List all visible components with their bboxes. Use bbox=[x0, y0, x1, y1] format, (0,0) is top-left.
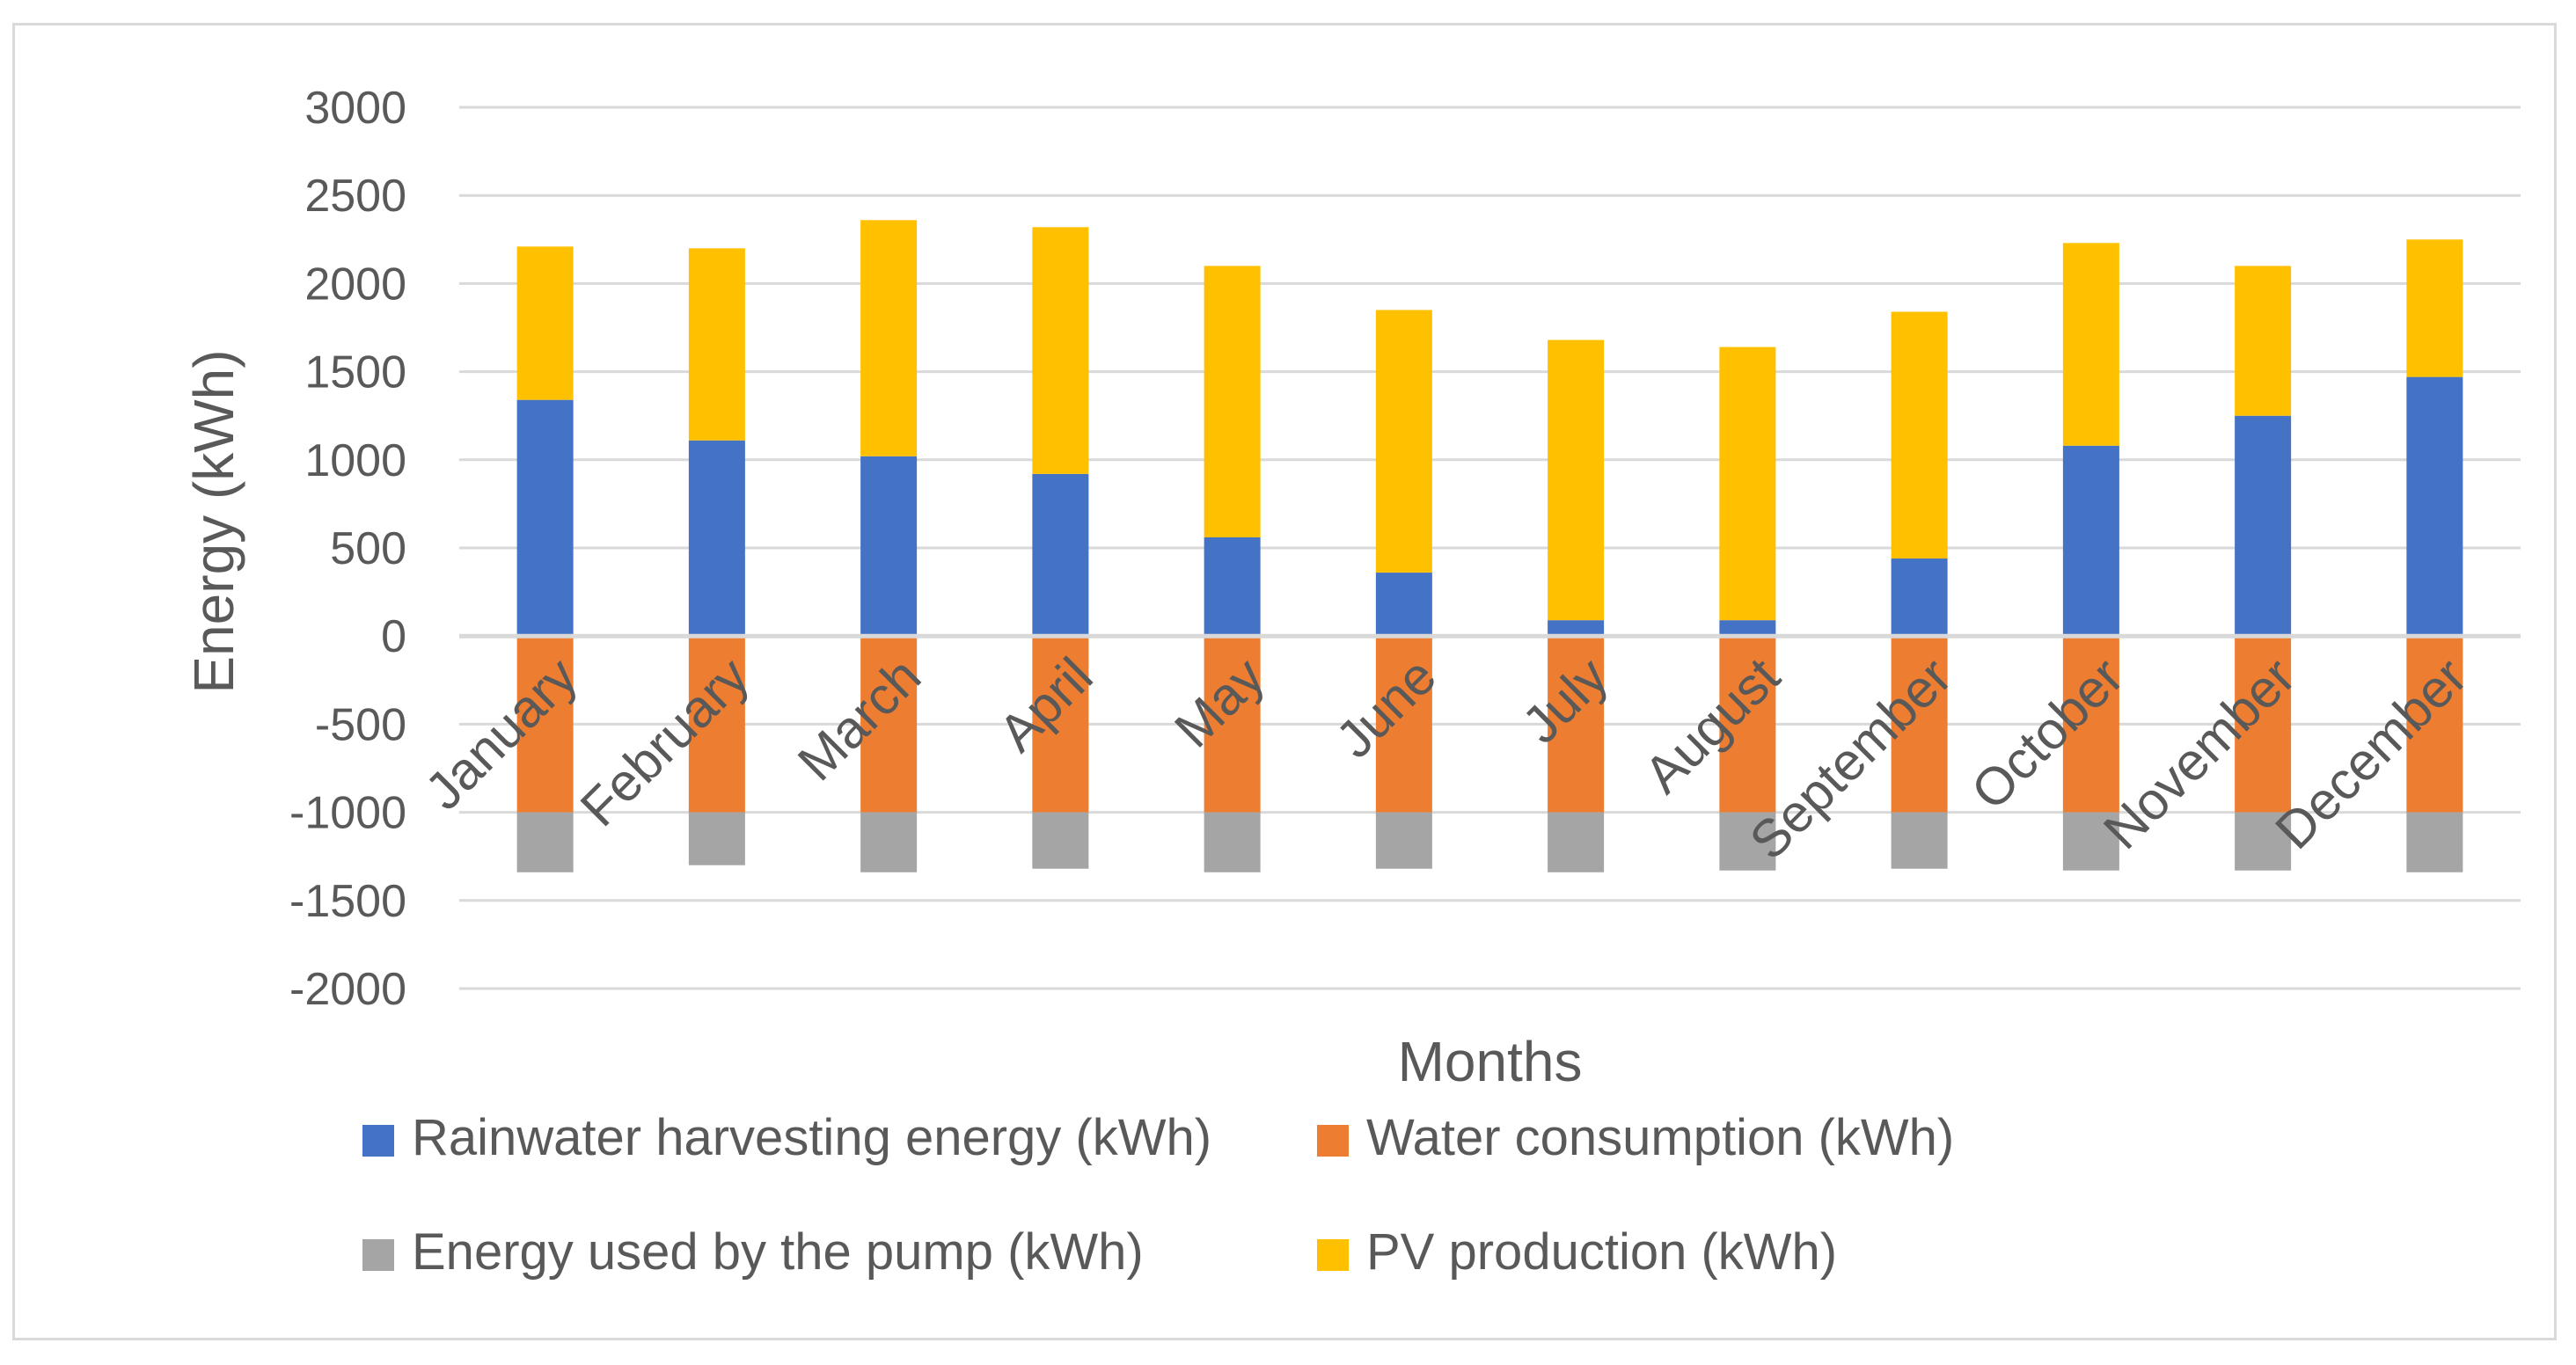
bar-segment bbox=[860, 636, 918, 813]
bar-segment bbox=[1719, 636, 1776, 813]
bar-segment bbox=[1204, 812, 1261, 872]
bar-segment bbox=[1204, 537, 1261, 637]
bar-segment bbox=[1891, 812, 1948, 869]
bar-segment bbox=[1204, 636, 1261, 813]
bar-segment bbox=[1548, 620, 1605, 637]
bar-segment bbox=[1719, 347, 1776, 621]
bar-segment bbox=[1375, 310, 1432, 573]
y-tick-label: -1500 bbox=[289, 876, 406, 927]
legend-swatch bbox=[1317, 1125, 1349, 1157]
legend-label: PV production (kWh) bbox=[1366, 1223, 1837, 1281]
bar-segment bbox=[1719, 620, 1776, 637]
bar-segment bbox=[2406, 636, 2463, 813]
bar-segment bbox=[860, 456, 918, 637]
bar-segment bbox=[1375, 812, 1432, 869]
bar-segment bbox=[860, 220, 918, 456]
stacked-bar-chart: -2000 -1500 -1000 -500 0 500 1000 1500 2000 2500 3… bbox=[182, 83, 2521, 1281]
y-axis-ticks: -2000 -1500 -1000 -500 0 500 1000 1500 2000 2500 3… bbox=[289, 83, 406, 1015]
bar-segment bbox=[516, 636, 574, 813]
y-tick-label: 500 bbox=[330, 523, 406, 574]
legend: Rainwater harvesting energy (kWh) Water c… bbox=[362, 1109, 1954, 1281]
y-tick-label: 2500 bbox=[304, 171, 406, 222]
bar-segment bbox=[1719, 812, 1776, 871]
bar-segment bbox=[1032, 227, 1089, 474]
bar-segment bbox=[516, 812, 574, 872]
bar-segment bbox=[1032, 812, 1089, 869]
legend-swatch bbox=[1317, 1239, 1349, 1271]
bar-segment bbox=[2235, 812, 2292, 871]
y-axis-title: Energy (kWh) bbox=[182, 349, 245, 693]
bar-segment bbox=[1548, 339, 1605, 621]
legend-swatch bbox=[362, 1239, 394, 1271]
bar-segment bbox=[1891, 636, 1948, 813]
bar-segment bbox=[1375, 636, 1432, 813]
bar-segment bbox=[516, 399, 574, 637]
bar-segment bbox=[2406, 812, 2463, 872]
bar-segment bbox=[2062, 812, 2119, 871]
bar-segment bbox=[2062, 445, 2119, 637]
bars bbox=[516, 220, 2463, 872]
bar-segment bbox=[2062, 243, 2119, 446]
x-axis-title: Months bbox=[1398, 1030, 1583, 1093]
y-tick-label: -2000 bbox=[289, 964, 406, 1015]
bar-segment bbox=[688, 636, 745, 813]
bar-segment bbox=[1891, 558, 1948, 637]
bar-segment bbox=[1032, 473, 1089, 637]
y-tick-label: 1000 bbox=[304, 435, 406, 486]
bar-segment bbox=[2235, 415, 2292, 637]
bar-segment bbox=[1891, 311, 1948, 559]
bar-segment bbox=[1032, 636, 1089, 813]
y-tick-label: -500 bbox=[315, 699, 406, 750]
bar-segment bbox=[516, 246, 574, 400]
legend-label: Rainwater harvesting energy (kWh) bbox=[412, 1109, 1211, 1166]
y-tick-label: 0 bbox=[381, 611, 406, 662]
legend-label: Energy used by the pump (kWh) bbox=[412, 1223, 1144, 1281]
bar-segment bbox=[1375, 573, 1432, 637]
y-tick-label: 2000 bbox=[304, 259, 406, 310]
bar-segment bbox=[2406, 239, 2463, 377]
bar-segment bbox=[1548, 636, 1605, 813]
bar-segment bbox=[688, 812, 745, 865]
legend-swatch bbox=[362, 1125, 394, 1157]
gridlines bbox=[459, 106, 2521, 990]
legend-label: Water consumption (kWh) bbox=[1366, 1109, 1954, 1166]
bar-segment bbox=[2406, 376, 2463, 637]
bar-segment bbox=[860, 812, 918, 872]
y-tick-label: -1000 bbox=[289, 788, 406, 839]
bar-segment bbox=[1204, 266, 1261, 537]
bar-segment bbox=[688, 248, 745, 441]
y-tick-label: 1500 bbox=[304, 347, 406, 398]
chart-area: -2000 -1500 -1000 -500 0 500 1000 1500 2000 2500 3… bbox=[12, 23, 2557, 1340]
bar-segment bbox=[2062, 636, 2119, 813]
bar-segment bbox=[1548, 812, 1605, 872]
y-tick-label: 3000 bbox=[304, 83, 406, 134]
bar-segment bbox=[2235, 266, 2292, 416]
bar-segment bbox=[2235, 636, 2292, 813]
bar-segment bbox=[688, 440, 745, 637]
